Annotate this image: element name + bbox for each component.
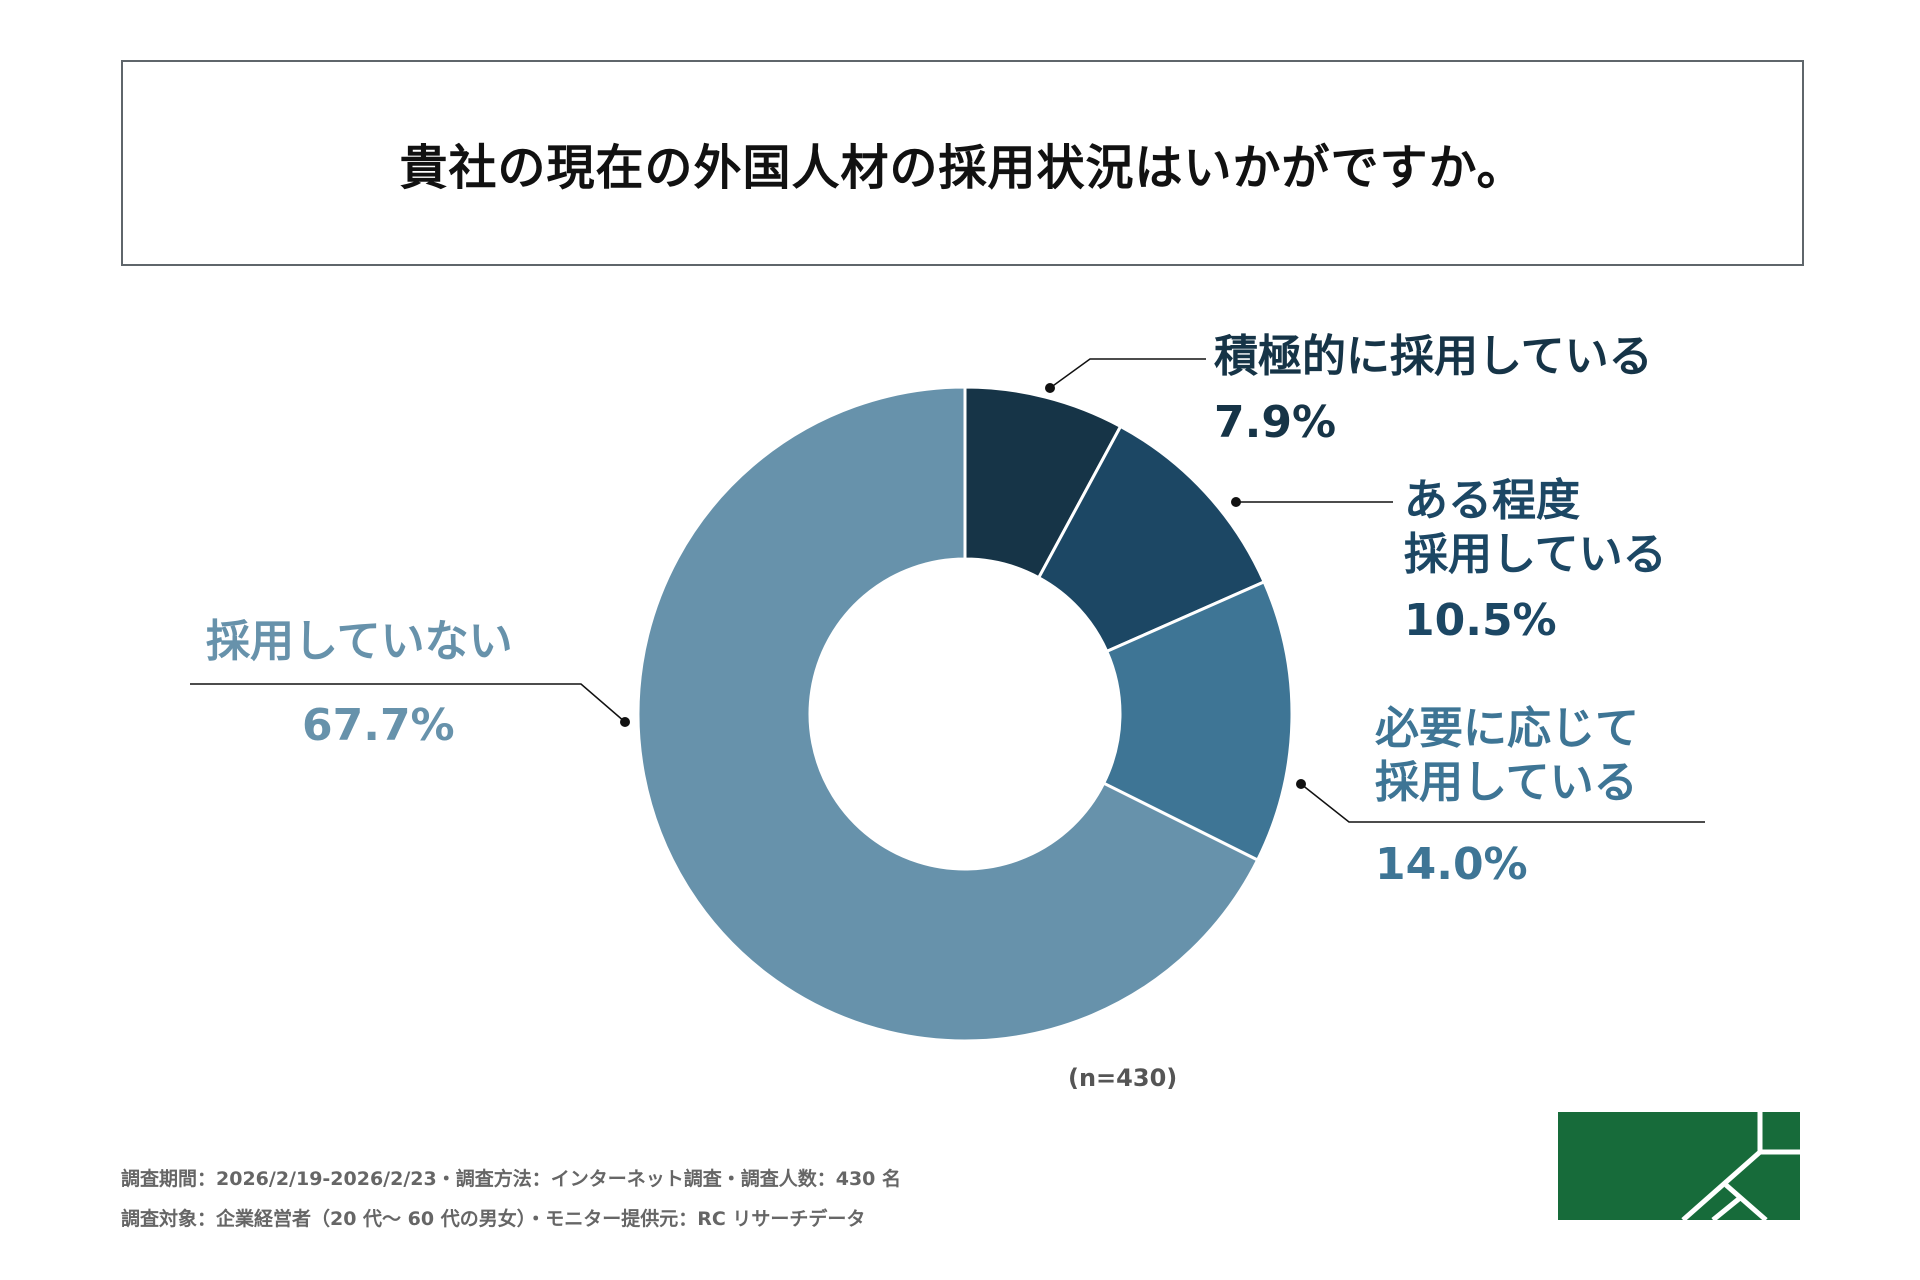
leader-dot-1: [1231, 497, 1241, 507]
leader-line-0: [1049, 358, 1206, 389]
category-label: 必要に応じて: [1375, 703, 1639, 754]
leader-line-2: [1300, 783, 1705, 823]
category-label: ある程度: [1404, 475, 1580, 526]
sample-size: (n=430): [1068, 1064, 1178, 1092]
value-label: 10.5%: [1404, 595, 1557, 646]
category-label: 採用していない: [206, 616, 513, 667]
value-label: 7.9%: [1214, 397, 1337, 448]
footer-survey-target: 調査対象：企業経営者（20 代～ 60 代の男女）・モニター提供元：RC リサー…: [121, 1208, 866, 1230]
category-label: 積極的に採用している: [1214, 331, 1653, 382]
leader-line-3: [190, 683, 626, 723]
label-somewhat-hiring: ある程度 採用している 10.5%: [1404, 474, 1667, 648]
value-label: 14.0%: [1375, 839, 1528, 890]
slice-somewhat-hiring: [1036, 424, 1267, 654]
category-label: 採用している: [1375, 757, 1638, 808]
slice-hiring-as-needed: [1101, 579, 1294, 863]
value-label: 67.7%: [302, 700, 455, 751]
chart-title: 貴社の現在の外国人材の採用状況はいかがですか。: [399, 140, 1526, 196]
leader-dot-2: [1296, 779, 1306, 789]
leader-dot-0: [1045, 383, 1055, 393]
label-not-hiring: 採用していない 67.7%: [206, 615, 513, 753]
title-box: 貴社の現在の外国人材の採用状況はいかがですか。: [121, 60, 1804, 266]
company-logo: [1558, 1112, 1800, 1220]
category-label: 採用している: [1404, 529, 1667, 580]
footer-survey-info: 調査期間：2026/2/19-2026/2/23・調査方法：インターネット調査・…: [121, 1168, 902, 1190]
leader-dot-3: [620, 717, 630, 727]
label-hiring-as-needed: 必要に応じて 採用している 14.0%: [1375, 702, 1639, 892]
slice-not-hiring: [636, 385, 1260, 1043]
label-actively-hiring: 積極的に採用している 7.9%: [1214, 330, 1653, 450]
